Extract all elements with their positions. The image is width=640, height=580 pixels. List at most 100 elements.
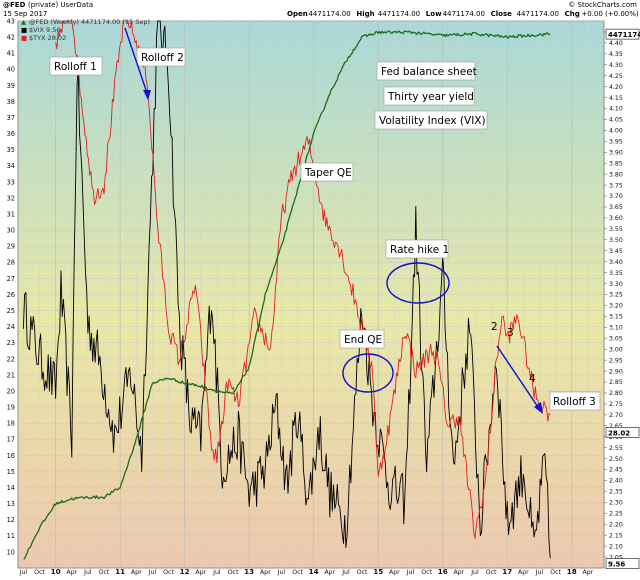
thirty-year-yield-label: Thirty year yield <box>387 91 474 103</box>
rolloff-2-arrowhead <box>143 90 151 100</box>
right-tick-label: 2.65 <box>609 423 623 430</box>
right-tick-label: 3.05 <box>609 335 623 342</box>
rolloff-3-arrow <box>496 345 541 411</box>
left-tick-label: 13 <box>7 500 15 508</box>
left-tick-label: 20 <box>7 387 15 395</box>
right-tick-label: 3.75 <box>609 182 623 189</box>
x-tick-label: Oct <box>486 569 497 576</box>
ohlc-value: 4471174.00 <box>443 10 485 18</box>
right-tick-label: 2.10 <box>609 543 623 550</box>
right-axis: 2.05 2.10 2.15 2.20 2.25 2.30 2.35 2.40 2.45 2.50… <box>604 29 623 561</box>
left-tick-label: 40 <box>7 66 15 74</box>
x-tick-label: Apr <box>453 569 464 576</box>
end-qe-circle <box>342 353 394 393</box>
x-tick-label: Jul <box>148 569 157 576</box>
series-line-vix <box>22 20 551 559</box>
x-tick-label: Jul <box>277 569 286 576</box>
right-tick-label: 3.55 <box>609 226 623 233</box>
right-tick-label: 2.75 <box>609 401 623 408</box>
left-tick-label: 16 <box>7 452 15 460</box>
x-tick-label: Oct <box>163 569 174 576</box>
x-tick-label: Apr <box>324 569 335 576</box>
left-tick-label: 24 <box>7 323 15 331</box>
right-tick-label: 2.20 <box>609 521 623 528</box>
right-tick-label: 4.05 <box>609 117 623 124</box>
ohlc-value: +0.00 (+0.00%) <box>581 10 639 18</box>
x-year-label: 17 <box>502 567 512 576</box>
right-tick-label: 3.10 <box>609 325 623 332</box>
right-tick-label: 2.45 <box>609 467 623 474</box>
x-year-label: 15 <box>373 567 383 576</box>
x-tick-label: Apr <box>195 569 206 576</box>
x-tick-label: Jul <box>406 569 415 576</box>
left-tick-label: 41 <box>7 50 15 58</box>
chart-header: @FED (private) UserData 15 Sep 2017 © St… <box>3 1 639 18</box>
rolloff-3-box <box>549 391 601 411</box>
thirty-year-yield-box <box>383 86 475 106</box>
left-tick-label: 32 <box>7 194 15 202</box>
x-tick-label: Jul <box>19 569 28 576</box>
symbol-title: @FED <box>3 1 26 9</box>
right-tick-label: 2.95 <box>609 357 623 364</box>
right-tick-label: 2.30 <box>609 500 623 507</box>
fed-balance-sheet-box <box>376 61 476 81</box>
right-tick-label: 2.25 <box>609 511 623 518</box>
left-tick-label: 10 <box>7 548 15 556</box>
x-tick-label: Jul <box>341 569 350 576</box>
legend-entry: @FED (Weekly) 4471174.00 (15 Sep) <box>29 18 150 26</box>
left-tick-label: 26 <box>7 291 15 299</box>
rolloff-1-label: Rolloff 1 <box>54 61 97 73</box>
right-tick-label: 3.80 <box>609 171 623 178</box>
end-qe-box <box>339 329 385 349</box>
ohlc-label: Low <box>426 10 442 18</box>
x-tick-label: Jul <box>535 569 544 576</box>
right-tick-label: 2.85 <box>609 379 623 386</box>
x-tick-label: Apr <box>583 569 594 576</box>
left-tick-label: 27 <box>7 275 15 283</box>
x-year-label: 12 <box>180 567 190 576</box>
left-tick-label: 11 <box>7 532 15 540</box>
hike-4-label: 4 <box>529 373 536 385</box>
rolloff-3-arrowhead <box>534 402 543 414</box>
right-tick-label: 3.35 <box>609 270 623 277</box>
x-tick-label: Apr <box>260 569 271 576</box>
left-tick-label: 18 <box>7 420 15 428</box>
x-tick-label: Apr <box>389 569 400 576</box>
left-tick-label: 21 <box>7 371 15 379</box>
x-year-label: 10 <box>51 567 61 576</box>
ohlc-label: Chg <box>565 10 580 18</box>
left-tick-label: 12 <box>7 516 15 524</box>
x-year-label: 13 <box>244 567 254 576</box>
legend-marker: ▲ <box>21 18 26 26</box>
left-tick-label: 43 <box>7 17 15 25</box>
fed-balance-sheet-label: Fed balance sheet <box>381 66 477 78</box>
x-year-label: 14 <box>309 567 319 576</box>
ohlc-label: Close <box>491 10 513 18</box>
taper-qe-box <box>300 162 354 182</box>
brand-text: © StockCharts.com <box>568 1 637 9</box>
left-tick-label: 37 <box>7 114 15 122</box>
right-tick-label: 3.60 <box>609 215 623 222</box>
right-tick-label: 2.05 <box>609 554 623 561</box>
x-axis: Jul Oct 10 Apr Jul Oct 11 Apr Jul Oct 12 Apr Jul Oct 1… <box>19 567 594 576</box>
x-tick-label: Apr <box>131 569 142 576</box>
left-tick-label: 39 <box>7 82 15 90</box>
right-tick-label: 4.35 <box>609 51 623 58</box>
last-value-labels: 4471174 28.02 9.56 <box>605 28 640 569</box>
x-year-label: 18 <box>567 567 577 576</box>
annotation-layer: Rolloff 1 Rolloff 2 Fed balance sheet Th… <box>49 27 601 414</box>
taper-qe-label: Taper QE <box>304 167 352 179</box>
last-value-box <box>605 558 640 569</box>
x-tick-label: Apr <box>518 569 529 576</box>
right-tick-label: 3.65 <box>609 204 623 211</box>
legend-marker: ■ <box>21 26 27 34</box>
right-tick-label: 4.20 <box>609 84 623 91</box>
symbol-subtitle: (private) UserData <box>28 1 93 9</box>
right-tick-label: 2.70 <box>609 412 623 419</box>
ohlc-value: 4471174.00 <box>308 10 350 18</box>
right-tick-label: 2.50 <box>609 456 623 463</box>
last-value-text: 28.02 <box>608 429 630 437</box>
right-tick-label: 3.90 <box>609 149 623 156</box>
